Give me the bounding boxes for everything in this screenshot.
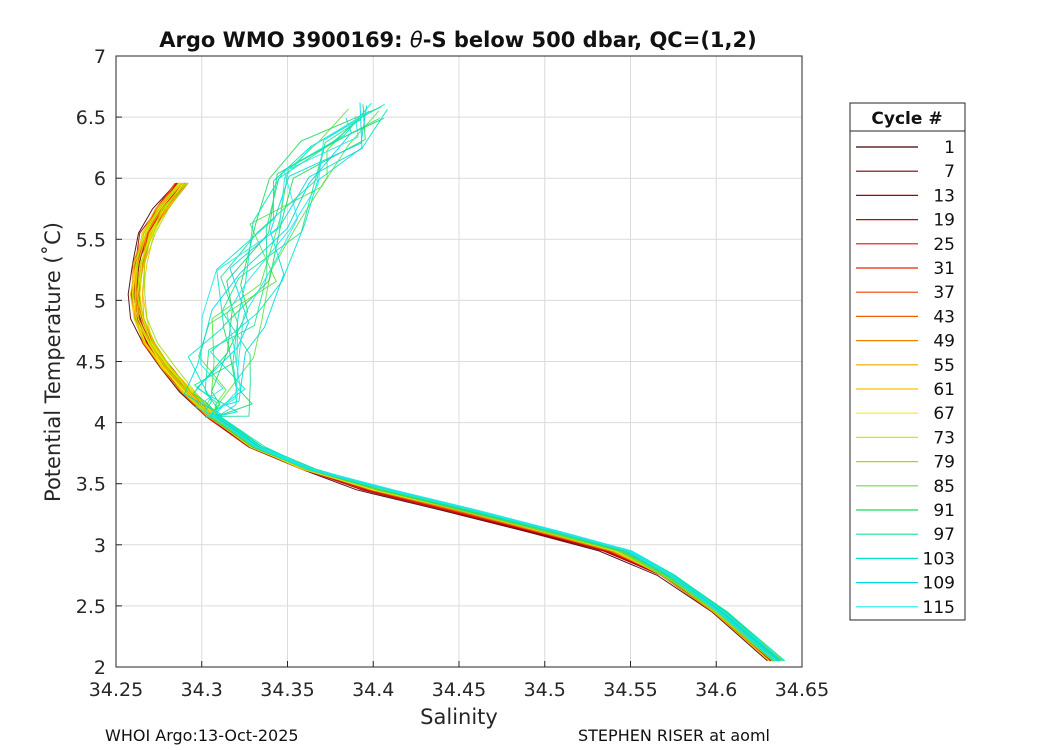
x-tick-label: 34.25 — [89, 679, 143, 701]
x-tick-labels: 34.25 34.3 34.35 34.4 34.45 34.5 34.55 34.6 34.6… — [89, 661, 829, 701]
x-tick-label: 34.5 — [524, 679, 566, 701]
legend-label-1: 1 — [944, 138, 955, 158]
y-tick-label: 2.5 — [76, 596, 106, 618]
y-tick-label: 3 — [94, 535, 106, 557]
legend-label-49: 49 — [933, 332, 955, 352]
legend-label-31: 31 — [933, 259, 955, 279]
legend-label-103: 103 — [923, 549, 955, 569]
legend-label-37: 37 — [933, 283, 955, 303]
x-tick-label: 34.45 — [432, 679, 486, 701]
chart-title: Argo WMO 3900169: θ-S below 500 dbar, QC… — [159, 28, 756, 52]
legend-label-25: 25 — [933, 235, 955, 255]
x-axis-label: Salinity — [420, 705, 498, 729]
legend-label-115: 115 — [923, 598, 955, 618]
legend-label-73: 73 — [933, 428, 955, 448]
legend-label-97: 97 — [933, 525, 955, 545]
legend-label-91: 91 — [933, 501, 955, 521]
y-tick-label: 2 — [94, 657, 106, 679]
legend-label-85: 85 — [933, 477, 955, 497]
profile-lines — [127, 102, 786, 662]
legend-label-13: 13 — [933, 186, 955, 206]
y-tick-label: 6.5 — [76, 107, 106, 129]
legend-label-19: 19 — [933, 211, 955, 231]
footer-left: WHOI Argo:13-Oct-2025 — [105, 726, 299, 745]
y-tick-label: 7 — [94, 46, 106, 68]
y-tick-labels: 2 2.5 3 3.5 4 4.5 5 5.5 6 6.5 7 — [76, 46, 122, 679]
y-tick-label: 5 — [94, 290, 106, 312]
footer-right: STEPHEN RISER at aoml — [578, 726, 770, 745]
y-axis-label: Potential Temperature (˚C) — [41, 222, 65, 502]
legend-label-43: 43 — [933, 307, 955, 327]
legend-title: Cycle # — [871, 109, 942, 129]
legend-label-61: 61 — [933, 380, 955, 400]
legend: Cycle # 1 7 13 19 25 31 37 43 49 55 61 67 73 79 85 91 97… — [849, 102, 966, 621]
x-tick-label: 34.4 — [352, 679, 394, 701]
y-tick-label: 6 — [94, 168, 106, 190]
legend-label-109: 109 — [923, 574, 955, 594]
x-tick-label: 34.55 — [603, 679, 657, 701]
legend-entries: 1 7 13 19 25 31 37 43 49 55 61 67 73 79 85 91 97 103 109 11… — [856, 138, 955, 618]
y-tick-label: 4.5 — [76, 352, 106, 374]
legend-label-55: 55 — [933, 356, 955, 376]
legend-label-67: 67 — [933, 404, 955, 424]
x-tick-label: 34.6 — [695, 679, 737, 701]
legend-label-7: 7 — [944, 162, 955, 182]
y-tick-label: 5.5 — [76, 229, 106, 251]
x-tick-label: 34.35 — [260, 679, 314, 701]
y-tick-label: 4 — [94, 413, 106, 435]
profile-cycle-115 — [195, 110, 778, 662]
y-tick-label: 3.5 — [76, 474, 106, 496]
legend-label-79: 79 — [933, 453, 955, 473]
profile-cycle-115 — [212, 117, 783, 662]
x-tick-label: 34.65 — [775, 679, 829, 701]
x-tick-label: 34.3 — [181, 679, 223, 701]
